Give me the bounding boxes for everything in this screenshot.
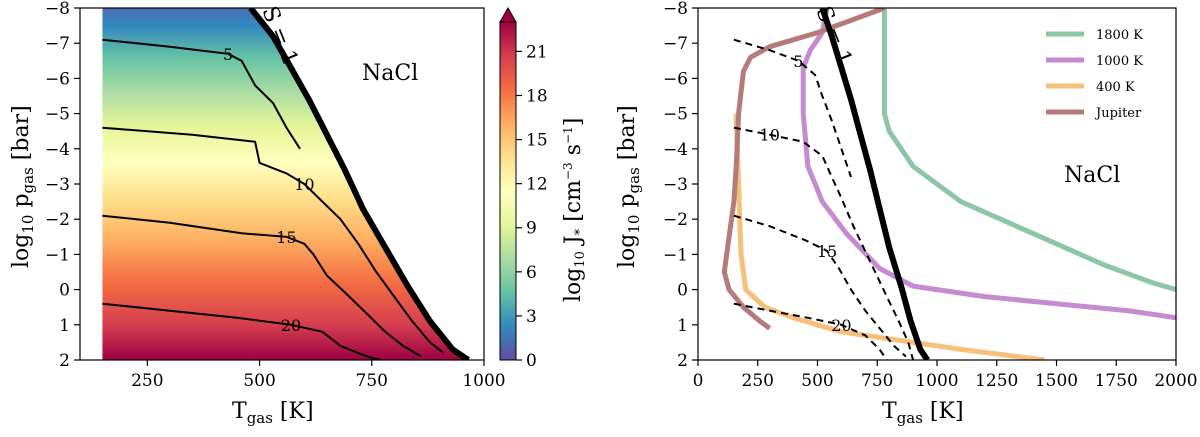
colorbar-tick-label: 18 [526,86,548,106]
colorbar-tick-label: 21 [526,42,548,62]
x-axis-label: Tgas [K] [882,399,964,427]
y-tick-label: −8 [45,0,70,19]
colorbar-tick-label: 12 [526,175,548,195]
colorbar-label: log10 J* [cm−3 s−1] [561,118,588,302]
y-tick-label: −5 [45,105,70,125]
x-tick-label: 500 [243,371,275,391]
series-line-jupiter [721,8,886,331]
colorbar-gradient [499,21,517,361]
y-tick-label: 1 [677,316,688,336]
species-annotation: NaCl [1064,163,1120,188]
x-axis-label-text: Tgas [K] [232,399,314,427]
y-tick-label: −3 [663,175,688,195]
colorbar-tick-label: 9 [526,219,537,239]
y-tick-label: −6 [45,69,70,89]
x-axis-label: Tgas [K] [232,399,314,427]
saturation-curve [248,8,470,360]
contour-line-5 [102,38,301,150]
legend: 1800 K 1000 K 400 K Jupiter [1046,28,1143,121]
y-axis-label-text: log10 pgas [bar] [9,105,37,268]
x-tick-label: 500 [801,371,833,391]
x-tick-label: 250 [742,371,774,391]
y-tick-label: −1 [663,245,688,265]
x-tick-label: 2000 [1154,371,1197,391]
colorbar-tick-label: 0 [526,351,537,371]
contour-label-5: 5 [223,45,233,64]
y-tick-label: 2 [59,351,70,371]
x-tick-label: 250 [131,371,163,391]
series-line-400-k [733,113,1045,360]
x-tick-label: 1000 [915,371,958,391]
x-tick-label: 0 [693,371,704,391]
y-tick-label: −2 [45,210,70,230]
y-tick-label: −8 [663,0,688,19]
y-tick-label: 2 [677,351,688,371]
contour-label-10: 10 [760,126,780,145]
legend-label: 1800 K [1096,28,1143,43]
colorbar-tick-label: 6 [526,263,537,283]
y-tick-label: 1 [59,316,70,336]
y-tick-label: −1 [45,245,70,265]
contour-label-5: 5 [793,52,803,71]
y-tick-label: 0 [677,281,688,301]
contour-label-15: 15 [817,242,837,261]
legend-label: Jupiter [1094,106,1142,121]
colorbar-extend-arrow [499,6,517,23]
y-tick-label: −2 [663,210,688,230]
legend-label: 400 K [1096,80,1135,95]
colorbar-tick-label: 3 [526,307,537,327]
contour-label-15: 15 [276,228,296,247]
x-tick-label: 1000 [462,371,505,391]
saturation-curve [819,8,930,360]
y-tick-label: −5 [663,105,688,125]
y-axis-label-text: log10 pgas [bar] [615,105,643,268]
contour-line-15 [733,214,907,358]
colorbar-label-text: log10 J* [cm−3 s−1] [561,118,588,302]
series-line-1800-k [881,8,1176,292]
contour-line-15 [102,214,422,358]
contour-line-5 [733,38,852,178]
y-tick-label: −7 [45,34,70,54]
contour-line-10 [733,126,915,360]
contour-label-20: 20 [281,316,301,335]
y-tick-label: −4 [663,140,688,160]
contour-line-20 [733,302,888,360]
contour-line-10 [102,126,445,354]
x-axis-label-text: Tgas [K] [882,399,964,427]
contour-label-20: 20 [831,316,851,335]
y-tick-label: −6 [663,69,688,89]
colorbar: 0 3 6 9 12 15 18 21 log10 J* [cm−3 s−1] [499,6,588,371]
y-tick-label: −4 [45,140,70,160]
series-line-1000-k [800,8,1176,321]
contour-label-10: 10 [294,175,314,194]
y-tick-label: 0 [59,281,70,301]
species-annotation: NaCl [362,61,418,86]
y-tick-label: −3 [45,175,70,195]
x-tick-label: 1250 [975,371,1018,391]
x-tick-label: 750 [356,371,388,391]
y-axis-label: log10 pgas [bar] [615,105,643,268]
x-tick-label: 1500 [1035,371,1078,391]
x-tick-label: 750 [861,371,893,391]
y-tick-label: −7 [663,34,688,54]
y-axis-label: log10 pgas [bar] [9,105,37,268]
contour-line-20 [102,302,382,360]
colorbar-tick-label: 15 [526,131,548,151]
x-tick-label: 1750 [1095,371,1138,391]
legend-label: 1000 K [1096,54,1143,69]
right-panel: 0 250 500 750 1000 1250 1500 1750 2000−8−7−6−5−4… [615,0,1198,427]
